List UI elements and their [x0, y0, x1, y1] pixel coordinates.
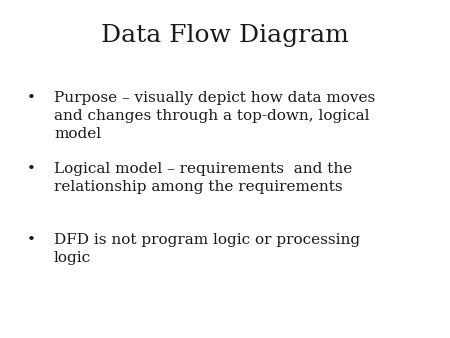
- Text: •: •: [27, 162, 36, 176]
- Text: Data Flow Diagram: Data Flow Diagram: [101, 24, 349, 47]
- Text: Purpose – visually depict how data moves
and changes through a top-down, logical: Purpose – visually depict how data moves…: [54, 91, 375, 141]
- Text: DFD is not program logic or processing
logic: DFD is not program logic or processing l…: [54, 233, 360, 265]
- Text: •: •: [27, 91, 36, 105]
- Text: Logical model – requirements  and the
relationship among the requirements: Logical model – requirements and the rel…: [54, 162, 352, 194]
- Text: •: •: [27, 233, 36, 247]
